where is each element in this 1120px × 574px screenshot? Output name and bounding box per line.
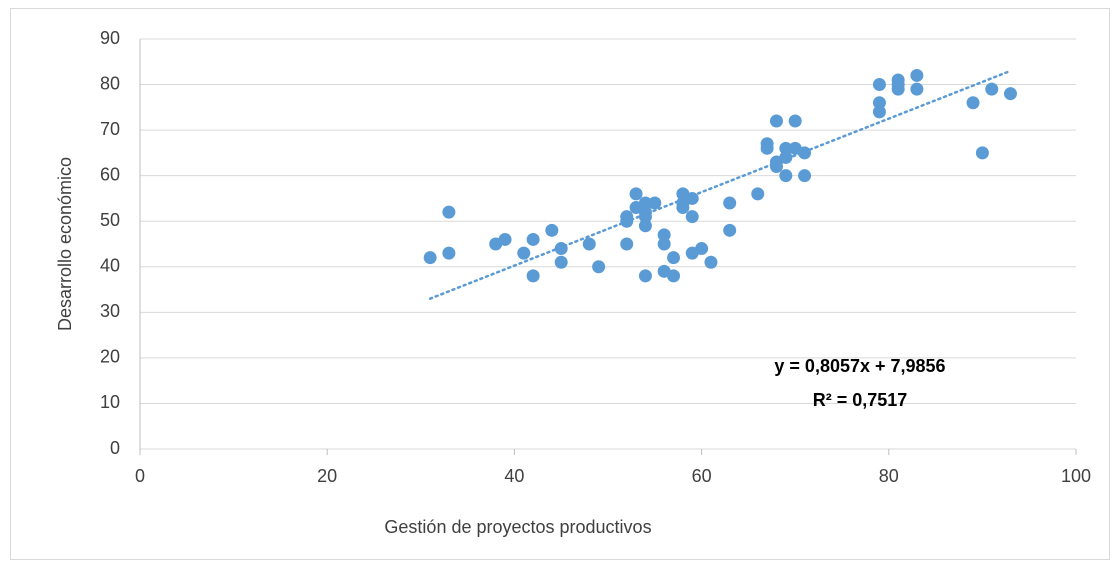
point (517, 246, 531, 260)
point (620, 214, 634, 228)
y-tick-label: 90 (100, 28, 120, 48)
point (667, 251, 681, 265)
point (910, 68, 924, 82)
grid (139, 38, 1077, 455)
point (423, 251, 437, 265)
point (966, 96, 980, 110)
point (498, 232, 512, 246)
point (638, 219, 652, 233)
x-tick-label: 100 (1061, 466, 1091, 486)
point (751, 187, 765, 201)
y-tick-label: 70 (100, 119, 120, 139)
y-tick-label: 10 (100, 392, 120, 412)
point (526, 232, 540, 246)
point (975, 146, 989, 160)
point (872, 78, 886, 92)
point (657, 228, 671, 242)
chart-border (10, 8, 1110, 560)
point (872, 96, 886, 110)
point (648, 196, 662, 210)
x-axis-title: Gestión de proyectos productivos (384, 517, 651, 537)
point (592, 260, 606, 274)
point (1003, 87, 1017, 101)
trendline (428, 69, 1012, 300)
y-tick-label: 0 (110, 438, 120, 458)
point (769, 114, 783, 128)
x-tick-label: 20 (317, 466, 337, 486)
point (442, 246, 456, 260)
point (788, 114, 802, 128)
point (704, 255, 718, 269)
point (779, 169, 793, 183)
point (798, 146, 812, 160)
point (695, 242, 709, 256)
y-tick-label: 30 (100, 301, 120, 321)
point (629, 187, 643, 201)
marks (423, 68, 1017, 300)
point (638, 196, 652, 210)
point (769, 160, 783, 174)
y-tick-label: 20 (100, 347, 120, 367)
point (667, 269, 681, 283)
point (891, 82, 905, 96)
point (779, 150, 793, 164)
r-squared: R² = 0,7517 (813, 390, 908, 410)
x-tick-label: 60 (692, 466, 712, 486)
point (910, 82, 924, 96)
y-tick-label: 60 (100, 164, 120, 184)
y-tick-label: 50 (100, 210, 120, 230)
point (554, 242, 568, 256)
point (798, 169, 812, 183)
point (872, 105, 886, 119)
point (442, 205, 456, 219)
y-tick-label: 40 (100, 256, 120, 276)
point (582, 237, 596, 251)
point (620, 237, 634, 251)
point (723, 196, 737, 210)
point (545, 223, 559, 237)
point (985, 82, 999, 96)
point (685, 210, 699, 224)
point (779, 141, 793, 155)
point (760, 141, 774, 155)
point (554, 255, 568, 269)
x-tick-label: 0 (135, 466, 145, 486)
y-tick-label: 80 (100, 73, 120, 93)
point (526, 269, 540, 283)
point (638, 210, 652, 224)
x-tick-label: 80 (879, 466, 899, 486)
point (676, 201, 690, 215)
x-tick-label: 40 (504, 466, 524, 486)
point (685, 191, 699, 205)
point (657, 237, 671, 251)
equation: y = 0,8057x + 7,9856 (774, 356, 945, 376)
y-axis-title: Desarrollo económico (55, 157, 75, 331)
point (723, 223, 737, 237)
point (638, 269, 652, 283)
